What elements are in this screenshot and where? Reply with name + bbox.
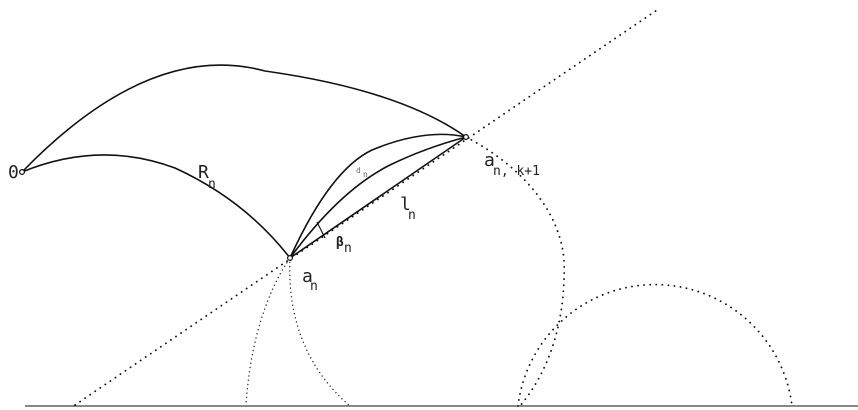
vertex-origin [19,169,26,176]
inner-arc-upper [289,133,467,259]
vertex-a-nk1 [463,134,470,141]
dotted-arc-left [245,257,291,407]
dotted-arc-middle [465,136,566,407]
label-l-sub: n [408,208,416,223]
label-a-n-sub: n [310,279,318,294]
vertex-a-n [287,255,294,262]
outer-arc-top [21,64,467,173]
angle-beta-mark [316,221,326,239]
label-R: R [198,162,209,183]
label-beta: β [336,235,344,250]
label-d-sub: n [363,170,368,179]
outer-arc-lower-R [21,154,291,259]
dotted-ray [74,7,661,406]
label-a-n: a [302,266,313,287]
dotted-arc-right [289,257,351,407]
label-l: l [400,194,411,215]
label-d: d [356,166,361,175]
label-beta-sub: n [344,241,352,256]
dotted-circle-large [517,283,793,407]
label-R-sub: n [208,177,216,192]
chord-l [289,136,467,259]
label-a-nk1: a [484,150,495,171]
label-origin: 0 [8,162,19,183]
label-a-nk1-sub: n, k+1 [493,164,540,179]
